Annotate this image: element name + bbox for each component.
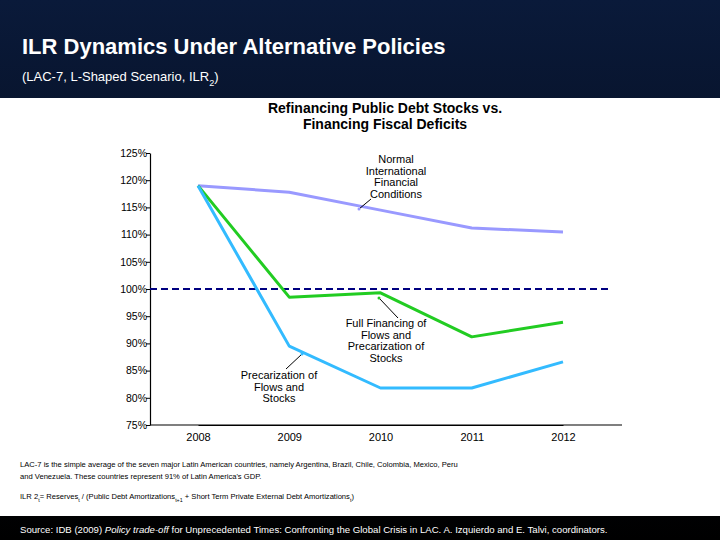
annotation: Stocks bbox=[369, 352, 403, 364]
y-tick: 90% bbox=[126, 337, 150, 349]
x-axis-frame bbox=[150, 424, 622, 425]
panel bbox=[0, 98, 720, 516]
annotation: Flows and bbox=[254, 381, 304, 393]
y-tick: 75% bbox=[126, 419, 150, 431]
text-segment: Policy trade-off bbox=[105, 524, 170, 535]
y-tick: 80% bbox=[126, 392, 150, 404]
annotation-point bbox=[378, 297, 381, 300]
annotation: Normal bbox=[378, 153, 413, 165]
annotation: Full Financing of bbox=[346, 317, 428, 329]
text-segment: Source: IDB (2009) bbox=[20, 524, 105, 535]
y-tick-label: 80% bbox=[126, 392, 147, 404]
reference-line bbox=[150, 288, 612, 290]
y-tick: 105% bbox=[120, 256, 150, 268]
text-segment: (LAC-7, L-Shaped Scenario, ILR bbox=[22, 69, 209, 84]
x-tick-label: 2012 bbox=[551, 431, 575, 443]
x-tick: 2011 bbox=[460, 425, 484, 443]
x-tick: 2010 bbox=[369, 425, 393, 443]
y-tick: 125% bbox=[120, 147, 150, 159]
y-tick-label: 115% bbox=[121, 201, 147, 213]
annotation-leader bbox=[359, 199, 371, 209]
plot-title: Financing Fiscal Deficits bbox=[303, 116, 467, 132]
annotation-point bbox=[358, 208, 361, 211]
y-tick: 115% bbox=[121, 201, 150, 213]
y-tick: 85% bbox=[126, 364, 150, 376]
x-tick-label: 2008 bbox=[186, 431, 210, 443]
x-tick: 2012 bbox=[551, 425, 575, 443]
plot-area bbox=[150, 186, 612, 388]
slide: ILR Dynamics Under Alternative Policies (… bbox=[0, 0, 720, 540]
text-segment: ) bbox=[214, 69, 218, 84]
subtitle: (LAC-7, L-Shaped Scenario, ILR2) bbox=[22, 69, 219, 88]
y-tick-label: 125% bbox=[120, 147, 147, 159]
source: Source: IDB (2009) Policy trade-off for … bbox=[20, 524, 608, 535]
y-tick-label: 85% bbox=[126, 364, 147, 376]
x-axis: 2008 2009 2010 2011 2012 bbox=[186, 425, 575, 443]
x-tick-label: 2010 bbox=[369, 431, 393, 443]
y-axis: 75% 80% 85% 90% 95% 100% 105% 110% 115% 120% 125% bbox=[120, 147, 150, 431]
y-tick-label: 95% bbox=[126, 310, 147, 322]
annotation: Conditions bbox=[370, 188, 422, 200]
y-tick-label: 120% bbox=[120, 174, 147, 186]
y-tick-label: 105% bbox=[120, 256, 147, 268]
series-line bbox=[198, 186, 563, 232]
y-tick-label: 100% bbox=[120, 283, 147, 295]
annotation: Financial bbox=[374, 176, 418, 188]
series-line bbox=[198, 186, 563, 337]
x-axis-line bbox=[199, 425, 564, 426]
annotation: Stocks bbox=[262, 392, 296, 404]
y-tick: 100% bbox=[120, 283, 150, 295]
y-tick: 95% bbox=[126, 310, 150, 322]
background bbox=[0, 0, 720, 540]
text-segment: for Unprecedented Times: Confronting the… bbox=[169, 524, 608, 535]
title: ILR Dynamics Under Alternative Policies bbox=[22, 34, 445, 59]
text-segment: / (Public Debt Amortizations bbox=[80, 492, 176, 501]
text-segment: ) bbox=[351, 492, 354, 501]
footnote: LAC-7 is the simple average of the seven… bbox=[20, 460, 458, 469]
annotation-point bbox=[301, 353, 304, 356]
series-line bbox=[198, 186, 563, 388]
y-tick-label: 110% bbox=[121, 228, 147, 240]
formula: ILR 2t= Reservest / (Public Debt Amortiz… bbox=[20, 492, 354, 503]
y-tick-label: 90% bbox=[126, 337, 147, 349]
x-tick: 2009 bbox=[278, 425, 302, 443]
text-segment: + Short Term Private External Debt Amort… bbox=[183, 492, 350, 501]
annotation: Precarization of bbox=[241, 369, 318, 381]
plot-title: Refinancing Public Debt Stocks vs. bbox=[268, 100, 502, 116]
annotation: International bbox=[366, 165, 427, 177]
footnote: and Venezuela. These countries represent… bbox=[20, 472, 261, 481]
annotation: Precarization of bbox=[348, 340, 425, 352]
y-tick-label: 75% bbox=[126, 419, 147, 431]
x-tick-label: 2011 bbox=[460, 431, 484, 443]
x-tick: 2008 bbox=[186, 425, 210, 443]
text-segment: = Reserves bbox=[40, 492, 79, 501]
text-segment: t+1 bbox=[175, 497, 183, 503]
y-tick: 110% bbox=[121, 228, 150, 240]
annotation-leader bbox=[286, 354, 302, 369]
annotation-leader bbox=[379, 298, 398, 318]
x-tick-label: 2009 bbox=[278, 431, 302, 443]
y-tick: 120% bbox=[120, 174, 150, 186]
annotation: Flows and bbox=[361, 329, 411, 341]
text-segment: ILR 2 bbox=[20, 492, 38, 501]
